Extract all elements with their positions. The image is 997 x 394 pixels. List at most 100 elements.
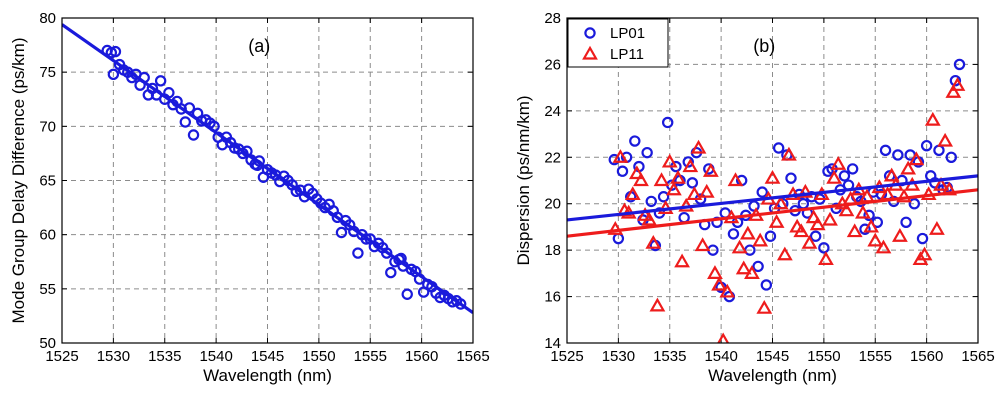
fit-line-lp01 xyxy=(567,174,978,222)
point-marker xyxy=(945,151,957,163)
data-layer xyxy=(62,23,473,314)
point-marker xyxy=(454,298,467,310)
panel-label: (b) xyxy=(753,36,775,56)
y-tick-label: 65 xyxy=(39,173,56,190)
x-tick-label: 1560 xyxy=(910,348,943,365)
point-marker xyxy=(756,299,773,314)
point-marker xyxy=(682,158,699,173)
point-marker xyxy=(785,172,797,184)
point-marker xyxy=(892,149,904,161)
point-marker xyxy=(756,186,768,198)
point-marker xyxy=(360,233,372,245)
point-marker xyxy=(801,234,818,249)
legend-label-lp01: LP01 xyxy=(610,25,645,42)
gridlines xyxy=(62,18,473,343)
y-axis-label: Dispersion (ps/nm/km) xyxy=(514,95,533,265)
point-marker xyxy=(653,172,670,187)
panel-a: 1525 1530 1535 1540 1545 1550 1555 1560 1565 50 55… xyxy=(9,10,490,385)
point-marker xyxy=(608,153,620,166)
point-marker xyxy=(867,232,884,247)
point-marker xyxy=(674,253,690,268)
point-marker xyxy=(772,195,789,210)
y-axis-label: Mode Group Delay Difference (ps/km) xyxy=(9,38,28,324)
point-marker xyxy=(187,129,200,141)
point-marker xyxy=(335,226,348,239)
point-marker xyxy=(838,202,855,217)
point-marker xyxy=(826,169,843,184)
point-marker xyxy=(875,239,892,254)
point-marker xyxy=(686,177,699,189)
y-tick-label: 70 xyxy=(39,118,56,135)
point-marker xyxy=(682,156,694,168)
x-tick-label: 1565 xyxy=(456,348,489,365)
point-marker xyxy=(661,116,674,129)
point-marker xyxy=(805,209,822,224)
x-tick-label: 1550 xyxy=(807,348,840,365)
point-marker xyxy=(900,160,917,175)
point-marker xyxy=(401,288,413,300)
y-tick-label: 80 xyxy=(39,10,56,27)
point-marker xyxy=(752,260,764,273)
point-marker xyxy=(879,144,892,157)
point-marker xyxy=(929,221,945,235)
x-axis-label: Wavelength (nm) xyxy=(203,366,332,385)
point-marker xyxy=(855,204,871,219)
point-marker xyxy=(933,176,949,191)
point-marker xyxy=(818,242,830,254)
point-marker xyxy=(731,239,748,254)
point-marker xyxy=(793,223,810,238)
fit-line xyxy=(62,23,473,314)
point-marker xyxy=(645,234,662,249)
x-tick-label: 1540 xyxy=(199,348,232,365)
point-marker xyxy=(707,265,723,279)
point-marker xyxy=(616,165,629,177)
x-tick-label: 1545 xyxy=(756,348,789,365)
axes-frame xyxy=(566,17,979,344)
axes-frame xyxy=(61,17,474,344)
legend-marker-lp01 xyxy=(584,27,596,39)
point-marker xyxy=(179,116,191,128)
point-marker xyxy=(641,211,658,226)
point-marker xyxy=(900,216,912,228)
point-marker xyxy=(719,283,736,298)
point-marker xyxy=(838,170,851,182)
point-marker xyxy=(612,149,629,163)
point-marker xyxy=(863,209,875,222)
x-tick-label: 1555 xyxy=(354,348,387,365)
point-marker xyxy=(109,45,122,58)
point-marker xyxy=(607,221,624,235)
point-marker xyxy=(830,156,847,170)
point-marker xyxy=(846,223,863,238)
point-marker xyxy=(953,58,966,71)
point-marker xyxy=(883,167,900,182)
y-tick-label: 28 xyxy=(544,10,561,27)
x-axis-label: Wavelength (nm) xyxy=(708,366,837,385)
point-marker xyxy=(628,165,645,180)
point-marker xyxy=(924,111,941,126)
point-marker xyxy=(818,251,834,266)
point-marker xyxy=(711,276,727,291)
point-marker xyxy=(949,74,962,87)
point-marker xyxy=(892,227,908,242)
legend-label-lp11: LP11 xyxy=(610,46,644,63)
point-marker xyxy=(380,247,393,259)
y-tick-label: 26 xyxy=(544,56,561,73)
point-marker xyxy=(698,183,715,198)
point-marker xyxy=(624,186,641,201)
legend-marker-lp11 xyxy=(582,45,598,60)
point-marker xyxy=(945,84,962,98)
point-marker xyxy=(916,232,929,245)
point-marker xyxy=(645,195,657,208)
point-marker xyxy=(702,162,719,177)
point-marker xyxy=(772,142,785,154)
point-marker xyxy=(665,181,682,196)
panel-b: 1525 1530 1535 1540 1545 1550 1555 1560 1565 14 16… xyxy=(514,10,995,385)
y-tick-label: 14 xyxy=(544,335,561,352)
x-tick-label: 1530 xyxy=(97,348,130,365)
y-tick-label: 60 xyxy=(39,227,56,244)
point-marker xyxy=(107,68,120,81)
point-marker xyxy=(760,279,773,291)
point-marker xyxy=(686,186,703,201)
point-marker xyxy=(670,169,686,184)
point-marker xyxy=(908,198,920,210)
